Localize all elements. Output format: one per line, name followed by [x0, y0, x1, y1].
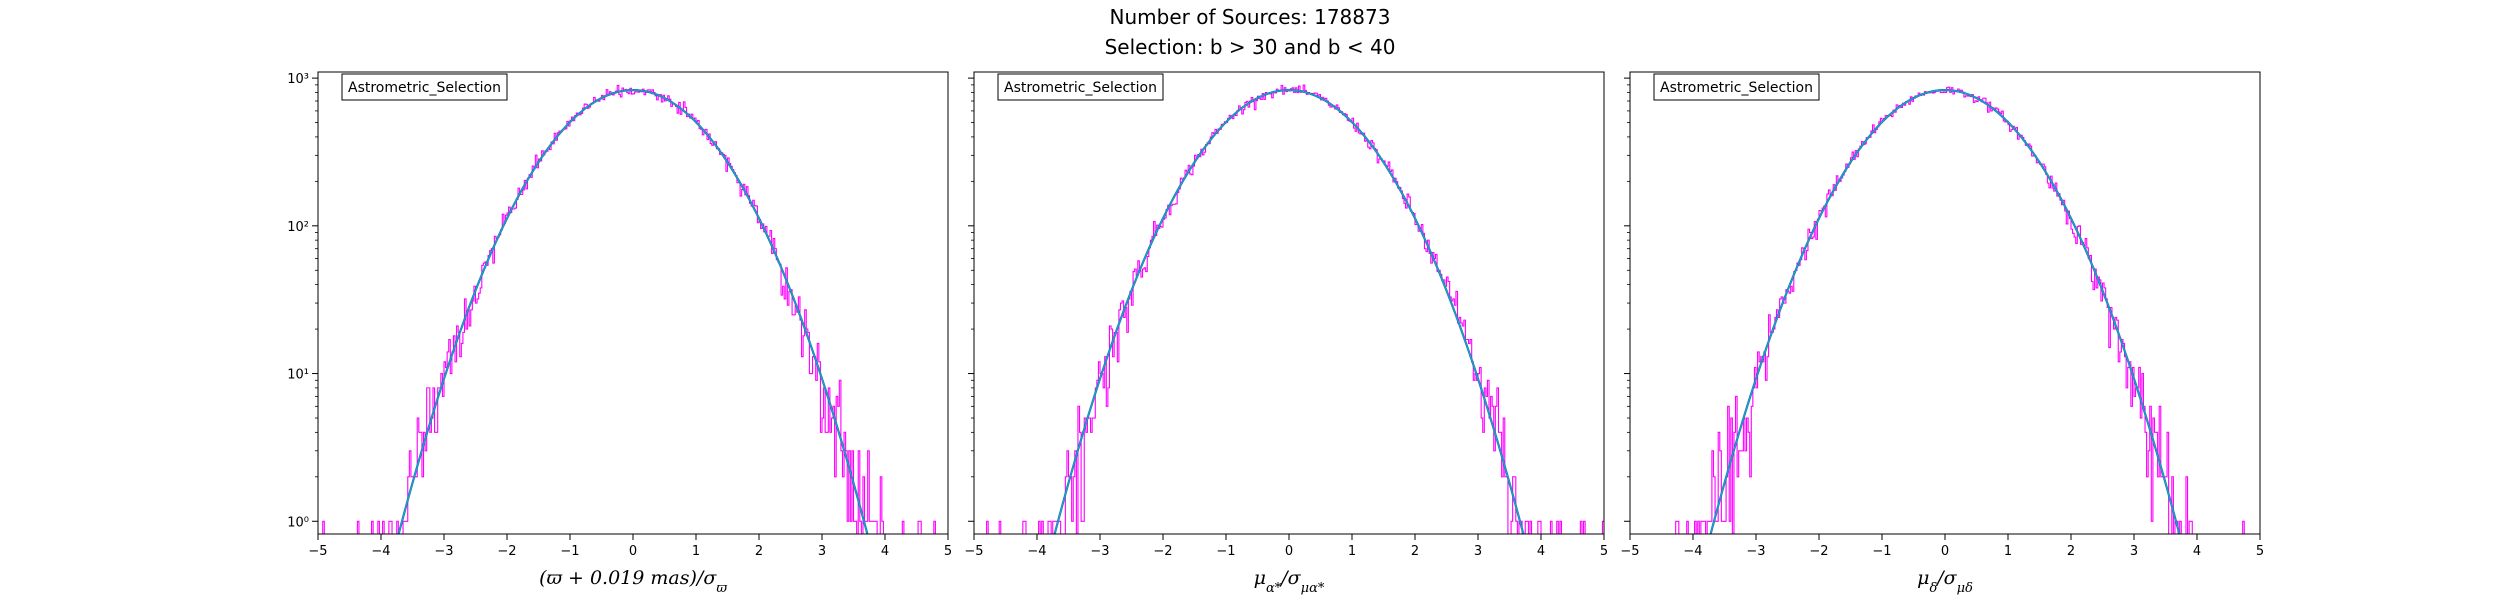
x-tick-label: −5	[308, 544, 327, 559]
x-tick-label: −1	[1216, 544, 1235, 559]
x-tick-label: 2	[1411, 544, 1419, 559]
x-tick-label: 3	[2130, 544, 2138, 559]
x-tick-label: −3	[1090, 544, 1109, 559]
histogram-series	[986, 84, 1604, 534]
x-tick-label: −4	[1683, 544, 1702, 559]
x-tick-label: 5	[2256, 544, 2264, 559]
x-tick-label: 0	[1941, 544, 1949, 559]
x-tick-label: 4	[1537, 544, 1545, 559]
x-tick-label: 3	[818, 544, 826, 559]
x-axis-label: μδ/σμδ	[1917, 567, 1973, 596]
chart-panel-3: −5 −4 −3 −2 −1 0 1 2 3 4 5 Astrometric_Selection μδ/…	[1620, 71, 2264, 596]
x-tick-label: 5	[1600, 544, 1608, 559]
y-tick-label: 10⁰	[287, 515, 309, 530]
x-tick-label: 5	[944, 544, 952, 559]
legend-label: Astrometric_Selection	[348, 80, 501, 96]
gaussian-fit-overlay-line	[1054, 89, 1524, 534]
chart-panels: −5 −4 −3 −2 −1 0 1 2 3 4 5 10⁰ 10¹ 10² 10³ Astrometric_…	[287, 71, 2264, 596]
axes-frame	[1629, 71, 2261, 535]
plot-area	[1675, 86, 2245, 534]
legend-label: Astrometric_Selection	[1004, 80, 1157, 96]
y-tick-label: 10³	[287, 72, 309, 87]
chart-panel-1: −5 −4 −3 −2 −1 0 1 2 3 4 5 10⁰ 10¹ 10² 10³ Astrometric_…	[287, 71, 952, 596]
histogram-series	[322, 84, 936, 534]
x-tick-label: −5	[964, 544, 983, 559]
x-tick-label: −4	[1027, 544, 1046, 559]
figure-title-line-2: Selection: b > 30 and b < 40	[1105, 35, 1396, 59]
x-tick-label: −4	[371, 544, 390, 559]
x-tick-label: 3	[1474, 544, 1482, 559]
x-axis-label: μα*/σμα*	[1254, 567, 1325, 596]
gaussian-fit-overlay-line	[1710, 89, 2180, 534]
x-tick-label: −2	[1153, 544, 1172, 559]
legend-box	[997, 73, 1164, 101]
x-tick-label: 0	[629, 544, 637, 559]
x-tick-label: 2	[755, 544, 763, 559]
y-tick-label: 10¹	[287, 368, 309, 383]
x-tick-label: −5	[1620, 544, 1639, 559]
x-tick-label: 1	[2004, 544, 2012, 559]
gaussian-fit-overlay-line	[398, 89, 868, 534]
x-tick-label: 4	[2193, 544, 2201, 559]
x-tick-label: −2	[1809, 544, 1828, 559]
legend-label: Astrometric_Selection	[1660, 80, 1813, 96]
chart-panel-2: −5 −4 −3 −2 −1 0 1 2 3 4 5 Astrometric_Selection μα*…	[964, 71, 1608, 596]
y-tick-label: 10²	[287, 220, 309, 235]
x-tick-label: 1	[692, 544, 700, 559]
x-tick-label: 1	[1348, 544, 1356, 559]
plot-area	[986, 84, 1604, 534]
x-tick-label: −2	[497, 544, 516, 559]
x-tick-label: −3	[434, 544, 453, 559]
legend-box	[1653, 73, 1820, 101]
x-tick-label: 0	[1285, 544, 1293, 559]
figure-title-line-1: Number of Sources: 178873	[1110, 5, 1391, 29]
x-tick-label: −3	[1746, 544, 1765, 559]
x-tick-label: 4	[881, 544, 889, 559]
x-tick-label: −1	[560, 544, 579, 559]
x-tick-label: 2	[2067, 544, 2075, 559]
x-tick-label: −1	[1872, 544, 1891, 559]
plot-area	[322, 84, 936, 534]
legend-box	[341, 73, 508, 101]
gaussian-fit-line	[1709, 88, 2181, 534]
x-axis-label: (ϖ + 0.019 mas)/σϖ	[539, 567, 727, 596]
